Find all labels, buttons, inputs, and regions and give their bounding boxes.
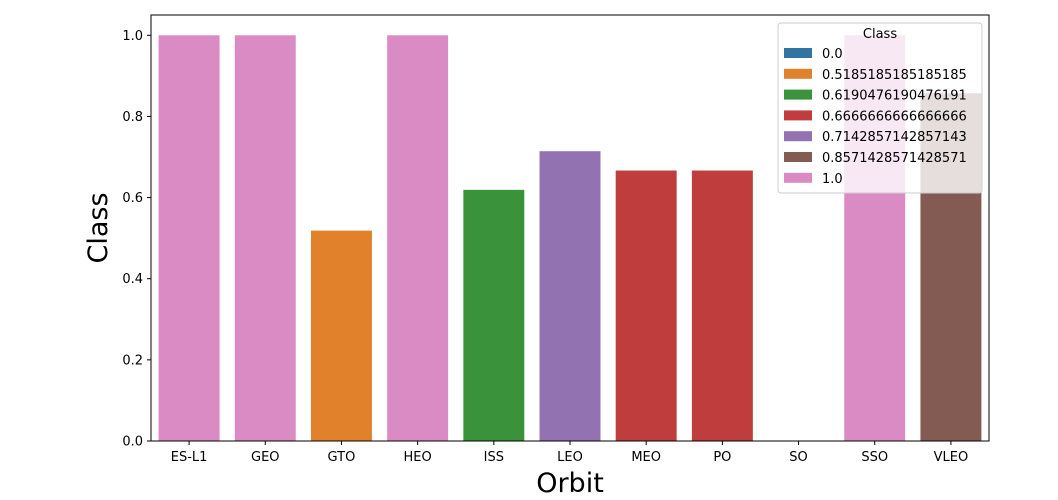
- legend: Class 0.0 0.5185185185185185 0.61904761904…: [777, 22, 983, 194]
- legend-swatch: [784, 172, 812, 183]
- legend-swatch: [784, 110, 812, 121]
- legend-title: Class: [863, 27, 897, 42]
- y-tick-label: 0.4: [122, 272, 143, 287]
- legend-swatch: [784, 89, 812, 100]
- x-tick-label: GTO: [328, 450, 356, 465]
- y-tick-label: 0.2: [122, 353, 143, 368]
- x-tick-label: MEO: [631, 450, 661, 465]
- legend-entries: 0.0 0.5185185185185185 0.6190476190476191 0…: [784, 47, 967, 187]
- x-tick-label: SSO: [861, 450, 888, 465]
- y-axis-title: Class: [83, 192, 114, 263]
- y-tick-label: 0.6: [122, 191, 143, 206]
- legend-swatch: [784, 152, 812, 162]
- axes-layer: 0.0 0.2 0.4 0.6 0.8 1.0 ES-L1 GEO GTO HEO ISS LEO ME…: [122, 14, 990, 465]
- legend-label: 0.6190476190476191: [822, 89, 967, 104]
- bar-heo: [387, 35, 449, 441]
- x-tick-label: ES-L1: [171, 450, 208, 465]
- y-tick-label: 0.8: [122, 110, 143, 125]
- x-tick-label: GEO: [251, 450, 280, 465]
- legend-label: 0.6666666666666666: [822, 109, 967, 124]
- bar-geo: [234, 35, 296, 441]
- legend-box: [777, 22, 983, 194]
- legend-label: 0.7142857142857143: [822, 130, 967, 145]
- legend-label: 0.0: [822, 47, 843, 62]
- legend-swatch: [784, 68, 812, 79]
- x-tick-label: VLEO: [934, 450, 969, 465]
- x-tick-label: SO: [789, 450, 807, 465]
- legend-swatch: [784, 48, 812, 58]
- legend-label: 1.0: [822, 172, 843, 187]
- bar-meo: [615, 170, 677, 441]
- x-tick-label: ISS: [484, 450, 504, 465]
- legend-label: 0.5185185185185185: [822, 68, 967, 83]
- x-tick-label: PO: [713, 450, 731, 465]
- y-tick-label: 0.0: [122, 435, 143, 450]
- bar-iss: [463, 189, 525, 441]
- bars-layer: [158, 35, 982, 442]
- bar-po: [691, 170, 753, 441]
- x-tick-label: LEO: [557, 450, 583, 465]
- y-tick-label: 1.0: [122, 29, 143, 44]
- bar-es-l1: [158, 35, 220, 441]
- bar-gto: [310, 230, 372, 441]
- x-axis-title: Orbit: [536, 468, 604, 499]
- x-tick-label: HEO: [404, 450, 432, 465]
- bar-leo: [539, 151, 601, 441]
- legend-swatch: [784, 131, 812, 142]
- legend-label: 0.8571428571428571: [822, 151, 967, 166]
